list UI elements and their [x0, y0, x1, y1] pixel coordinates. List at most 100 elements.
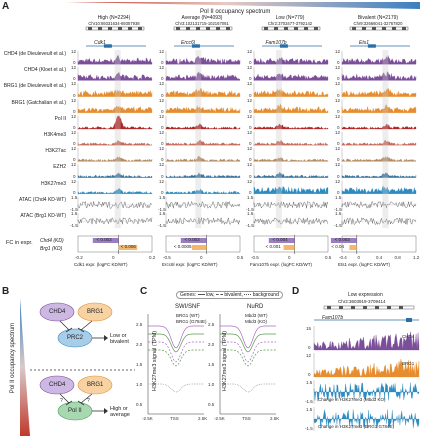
c-ytick: 1.5: [208, 362, 215, 367]
c-legend-mbd3-ko: Mbd3 (KO): [245, 319, 268, 324]
column-title: Average (N=4093): [181, 15, 223, 21]
spectrum-gradient: [66, 2, 420, 9]
genome-tracks: [77, 26, 417, 229]
atac-low: -1.5: [334, 223, 342, 229]
fc-xlabel: Ercc6l expr. (logFC KD/WT): [162, 262, 218, 267]
d-neg: -1.5: [305, 399, 313, 404]
fc-xlabel: Fam107b expr. (logFC KD/WT): [250, 262, 313, 267]
track-zero: 0: [249, 173, 252, 179]
d-zero: 0: [308, 372, 311, 377]
d-gene: Fam107b: [322, 315, 344, 321]
legend-low: low: [205, 292, 214, 298]
track-scale: 12: [71, 162, 77, 168]
column-title: Bivalent (N=2179): [357, 15, 399, 21]
c-ytick: 2.0: [208, 342, 215, 347]
track-zero: 0: [337, 157, 340, 163]
track-zero: 0: [73, 141, 76, 147]
d-track-label: BRG1: [402, 361, 415, 366]
track-scale: 12: [159, 130, 165, 135]
track-zero: 0: [337, 189, 340, 195]
track-scale: 1.5: [247, 211, 254, 216]
d-track-label: Change in H3K27me3 (BRG1 G784E): [318, 424, 395, 429]
track-label: Pol II: [54, 115, 66, 122]
outcome-high: High or average: [110, 406, 130, 418]
track-scale: 12: [247, 81, 253, 87]
c-ytick: 2.5: [136, 322, 143, 327]
c-ylabel-left: H3K27me3 signal (TPM): [152, 330, 159, 392]
fc-tick: 0.2: [149, 255, 156, 260]
track-zero: 0: [337, 173, 340, 179]
panel-d-letter: D: [292, 286, 300, 297]
c-xtick: -2.5K: [214, 416, 225, 421]
fc-tick: 0: [357, 255, 361, 260]
fc-tick: -0.2: [75, 255, 83, 260]
c-xtick: TSS: [242, 416, 251, 421]
track-zero: 0: [161, 60, 164, 66]
track-label: H3K4me3: [43, 132, 66, 138]
track-label: BRG1 (de Dieuleveult et al.): [3, 83, 66, 90]
atac-low: -1.5: [70, 223, 78, 229]
track-zero: 0: [73, 125, 76, 130]
track-scale: 12: [335, 81, 341, 87]
fc-value-chd4: < 0.004: [272, 237, 288, 242]
fc-tick: -0.5: [251, 255, 259, 260]
c-ytick: 2.5: [208, 322, 215, 327]
column-title: High (N=2294): [97, 15, 131, 21]
fc-tick: -0.5: [163, 255, 171, 260]
fc-tick: 0: [112, 255, 115, 260]
fc-value-brg1: < 0.006: [120, 244, 136, 249]
track-scale: 1.5: [71, 194, 78, 200]
legend-bivalent: bivalent: [224, 292, 242, 298]
track-scale: 12: [335, 113, 341, 119]
c-ytick: 1.5: [136, 362, 143, 367]
fc-tick: -0.4: [339, 255, 347, 260]
c-ytick: 0.5: [208, 402, 215, 407]
track-scale: 12: [247, 162, 253, 168]
track-zero: 0: [337, 92, 340, 98]
fc-tick: 0.5: [237, 255, 244, 260]
column-gene: Ets1: [358, 40, 369, 46]
track-zero: 0: [249, 141, 252, 147]
fc-xlabel: Ets1 expr. (logFC KD/WT): [338, 262, 391, 267]
column-gene: Ercc6l: [181, 40, 195, 46]
fc-label: FC in expr.: [6, 240, 33, 246]
c-xtick: -2.5K: [142, 416, 153, 421]
atac-low: -1.5: [246, 223, 254, 229]
track-scale: 12: [335, 162, 341, 168]
track-scale: 12: [71, 178, 77, 184]
chd4-node-top: CHD4: [49, 309, 66, 315]
legend-background: background: [252, 292, 279, 298]
c-xtick: TSS: [170, 416, 179, 421]
brg1-node-bottom: BRG1: [87, 382, 104, 388]
track-zero: 0: [73, 108, 76, 114]
d-zero: 0: [308, 345, 311, 350]
track-scale: 12: [159, 97, 165, 103]
atac-low: -1.5: [246, 207, 254, 212]
c-ytick: 2.0: [136, 342, 143, 347]
track-zero: 0: [337, 108, 340, 114]
track-zero: 0: [73, 60, 76, 66]
track-zero: 0: [73, 157, 76, 163]
c-xtick: 2.5K: [198, 416, 208, 421]
c-legend-brg1-wt: BRG1 (WT): [176, 313, 200, 318]
outcome-low: Low or bivalent: [110, 333, 129, 345]
spectrum-title: Pol II occupancy spectrum: [200, 9, 271, 15]
fc-xlabel: Cdk1 expr. (logFC KD/WT): [74, 262, 128, 267]
fc-tick: 0: [288, 255, 291, 260]
column-title: Low (N=779): [275, 15, 305, 21]
panel-c-legend: Genes: low, bivalent, background: [176, 291, 283, 299]
c-legend-brg1-g784e: BRG1 (G784E): [176, 319, 207, 324]
c-ytick: 1.0: [136, 382, 143, 387]
atac-low: -1.5: [70, 207, 78, 212]
track-zero: 0: [337, 141, 340, 147]
track-zero: 0: [337, 76, 340, 82]
d-scale: 15: [306, 326, 312, 331]
panel-b-letter: B: [2, 286, 10, 297]
fc-tick: 0.8: [394, 255, 401, 260]
d-track-label: CHD4: [402, 334, 415, 339]
fc-value-brg1: < 0.04: [331, 244, 345, 249]
track-label: BRG1 (Gatchalian et al.): [11, 99, 66, 106]
track-zero: 0: [249, 125, 252, 130]
track-label: ATAC (Brg1 KD-WT): [20, 213, 66, 219]
track-zero: 0: [161, 108, 164, 114]
